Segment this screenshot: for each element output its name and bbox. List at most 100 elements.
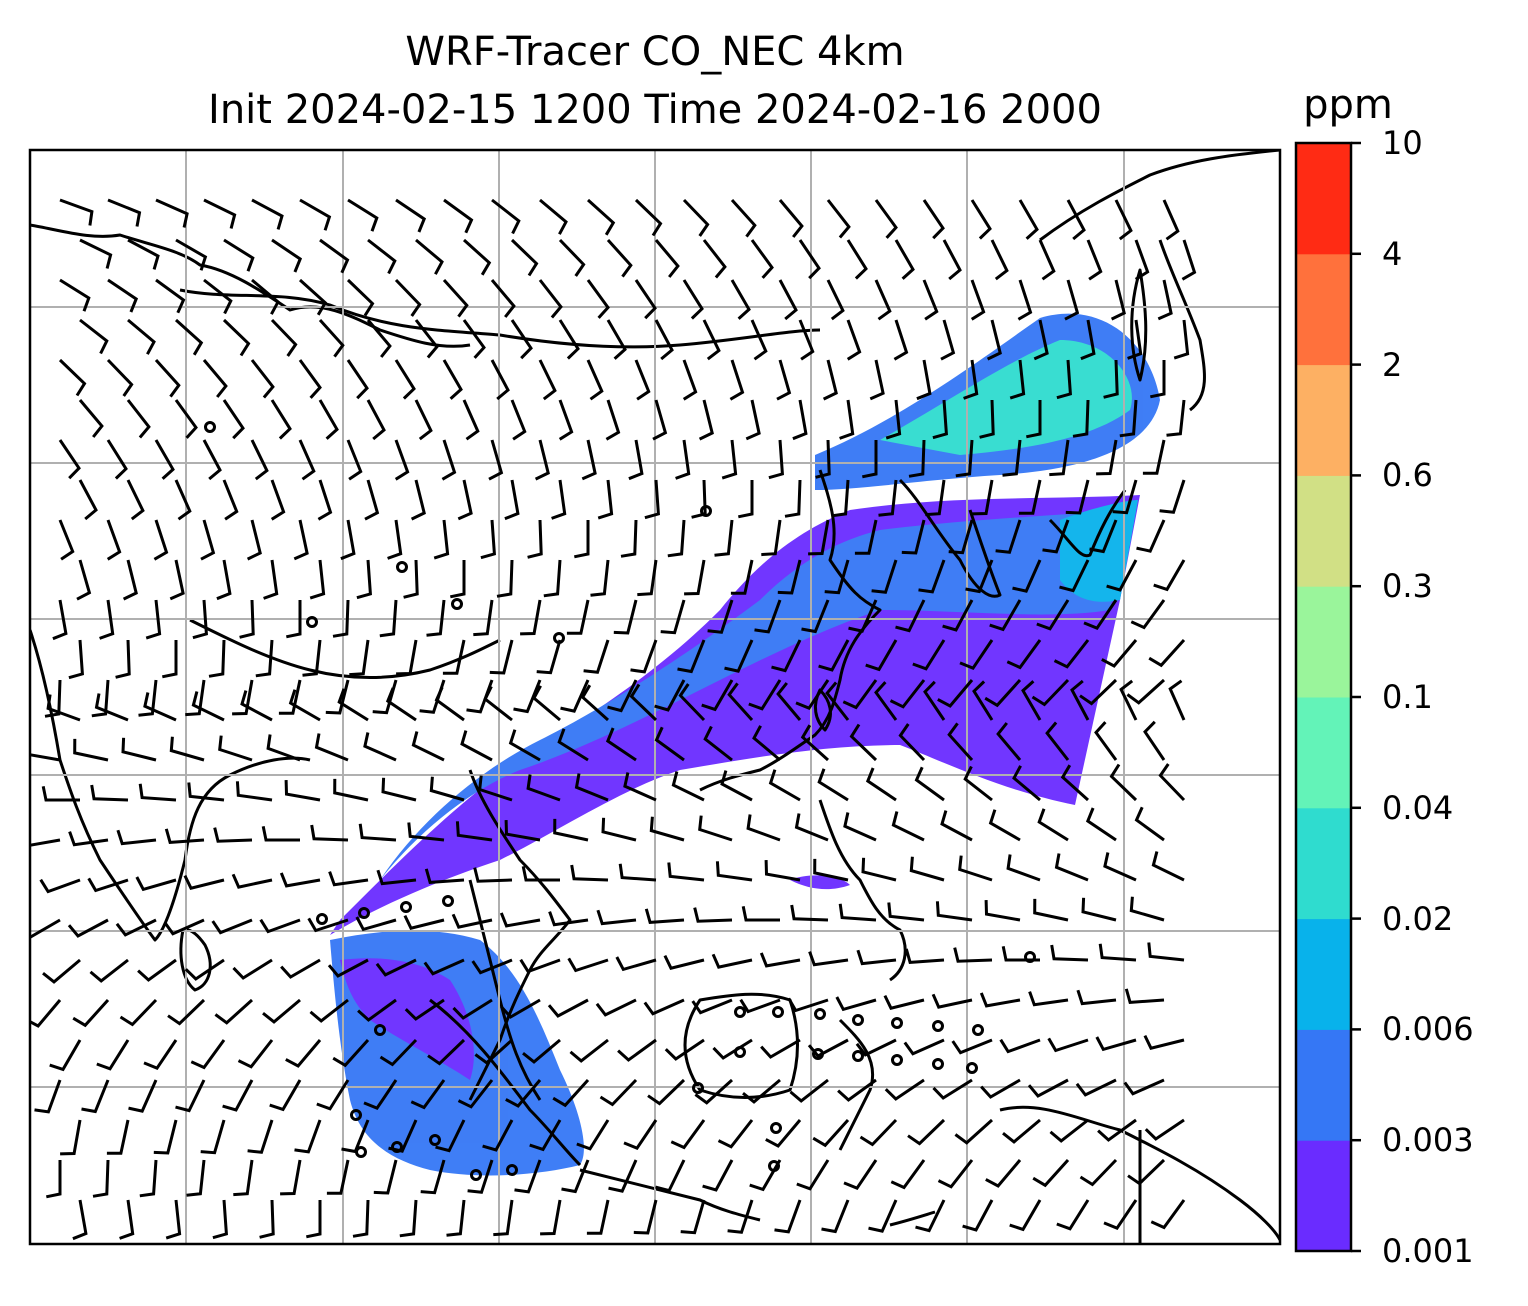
wind-barb	[184, 958, 225, 981]
wind-barb	[1009, 359, 1026, 400]
wind-barb	[1059, 559, 1090, 593]
wind-barb	[89, 958, 129, 983]
wind-barb	[865, 767, 897, 802]
wind-barb	[270, 479, 286, 521]
wind-barb	[202, 439, 222, 481]
wind-barb	[135, 876, 177, 892]
wind-barb	[543, 559, 562, 598]
wind-barb	[67, 918, 109, 938]
calm-wind-marker	[852, 1050, 864, 1062]
wind-barb	[235, 781, 273, 802]
wind-barb	[606, 238, 633, 278]
wind-barb	[972, 680, 994, 721]
wind-barb	[1098, 943, 1137, 962]
wind-barb	[87, 877, 129, 893]
wind-barb	[557, 728, 589, 762]
wind-barb	[711, 953, 753, 969]
calm-wind-marker	[391, 1141, 403, 1153]
wind-barb	[581, 439, 597, 481]
wind-barb	[1028, 991, 1069, 1007]
wind-barb	[940, 810, 973, 842]
wind-barb	[1103, 359, 1119, 399]
wind-barb	[848, 599, 878, 633]
wind-barb	[375, 958, 417, 977]
wind-barb	[634, 279, 657, 320]
wind-barb	[1181, 239, 1197, 281]
wind-barb	[1129, 896, 1165, 922]
wind-barb	[714, 519, 734, 557]
wind-barb	[988, 809, 1021, 842]
wind-barb	[1103, 1199, 1138, 1231]
wind-barb	[721, 439, 738, 480]
wind-barb	[1110, 279, 1126, 321]
wind-barb	[745, 399, 761, 441]
wind-barb	[163, 918, 205, 936]
wind-barb	[825, 681, 850, 721]
coast-java	[579, 1168, 761, 1222]
wind-barb	[671, 771, 705, 802]
wind-barb	[942, 599, 974, 632]
wind-barb	[30, 918, 61, 939]
wind-barb	[68, 639, 84, 680]
wind-barb	[691, 479, 707, 519]
wind-barb	[720, 770, 753, 802]
wind-barb	[107, 198, 142, 227]
wind-barb	[79, 318, 109, 355]
wind-barb	[759, 952, 801, 968]
wind-barb	[521, 865, 560, 882]
calm-wind-marker	[316, 913, 328, 925]
colorbar-tick-label: 0.02	[1382, 899, 1454, 938]
wind-barb	[861, 857, 897, 882]
wind-barb	[442, 639, 466, 675]
wind-barb	[691, 998, 733, 1015]
wind-barb	[340, 519, 356, 561]
wind-barb	[1079, 1158, 1118, 1187]
wind-barb	[34, 1079, 62, 1114]
wind-barb	[203, 278, 233, 315]
wind-barb	[127, 318, 156, 355]
wind-barb	[165, 1199, 182, 1240]
wind-barb	[90, 784, 129, 802]
wind-barb	[346, 439, 363, 481]
wind-barb	[247, 1119, 274, 1154]
wind-barb	[293, 519, 309, 561]
wind-barb	[1038, 239, 1056, 281]
calm-wind-marker	[470, 1169, 482, 1181]
coast-russia-fe	[1039, 150, 1280, 242]
wind-barb	[754, 599, 782, 634]
wind-barb	[1149, 360, 1166, 399]
wind-barb	[979, 399, 995, 439]
wind-barb	[970, 199, 992, 240]
wind-barb	[901, 519, 926, 555]
calm-wind-marker	[429, 1134, 441, 1146]
wind-barb	[222, 399, 245, 440]
wind-barb	[760, 1038, 801, 1059]
wind-barb	[856, 949, 897, 966]
wind-barb	[183, 874, 225, 890]
wind-barb	[376, 869, 417, 886]
wind-barb	[1050, 944, 1089, 962]
wind-barb	[1037, 808, 1069, 842]
wind-barb	[682, 359, 698, 401]
wind-barb	[138, 679, 158, 717]
wind-barb	[923, 680, 946, 721]
wind-barb	[419, 679, 446, 714]
wind-barb	[76, 559, 92, 601]
wind-barb	[266, 734, 301, 762]
wind-barb	[576, 1119, 610, 1151]
wind-barb	[595, 998, 637, 1017]
wind-barb	[169, 736, 205, 762]
wind-barb	[764, 860, 801, 882]
wind-barb	[607, 679, 638, 713]
colorbar-bin	[1296, 1140, 1351, 1252]
colorbar-tick-label: 2	[1382, 345, 1403, 384]
wind-barb	[1168, 679, 1186, 721]
colorbar-tick-label: 0.003	[1382, 1121, 1474, 1160]
wind-barb	[1056, 1199, 1090, 1231]
calm-wind-marker	[358, 907, 370, 919]
wind-barb	[1049, 1118, 1089, 1143]
wind-barb	[1075, 1078, 1117, 1097]
wind-barb	[358, 823, 397, 842]
wind-barb	[784, 479, 802, 518]
wind-barb	[126, 479, 145, 521]
